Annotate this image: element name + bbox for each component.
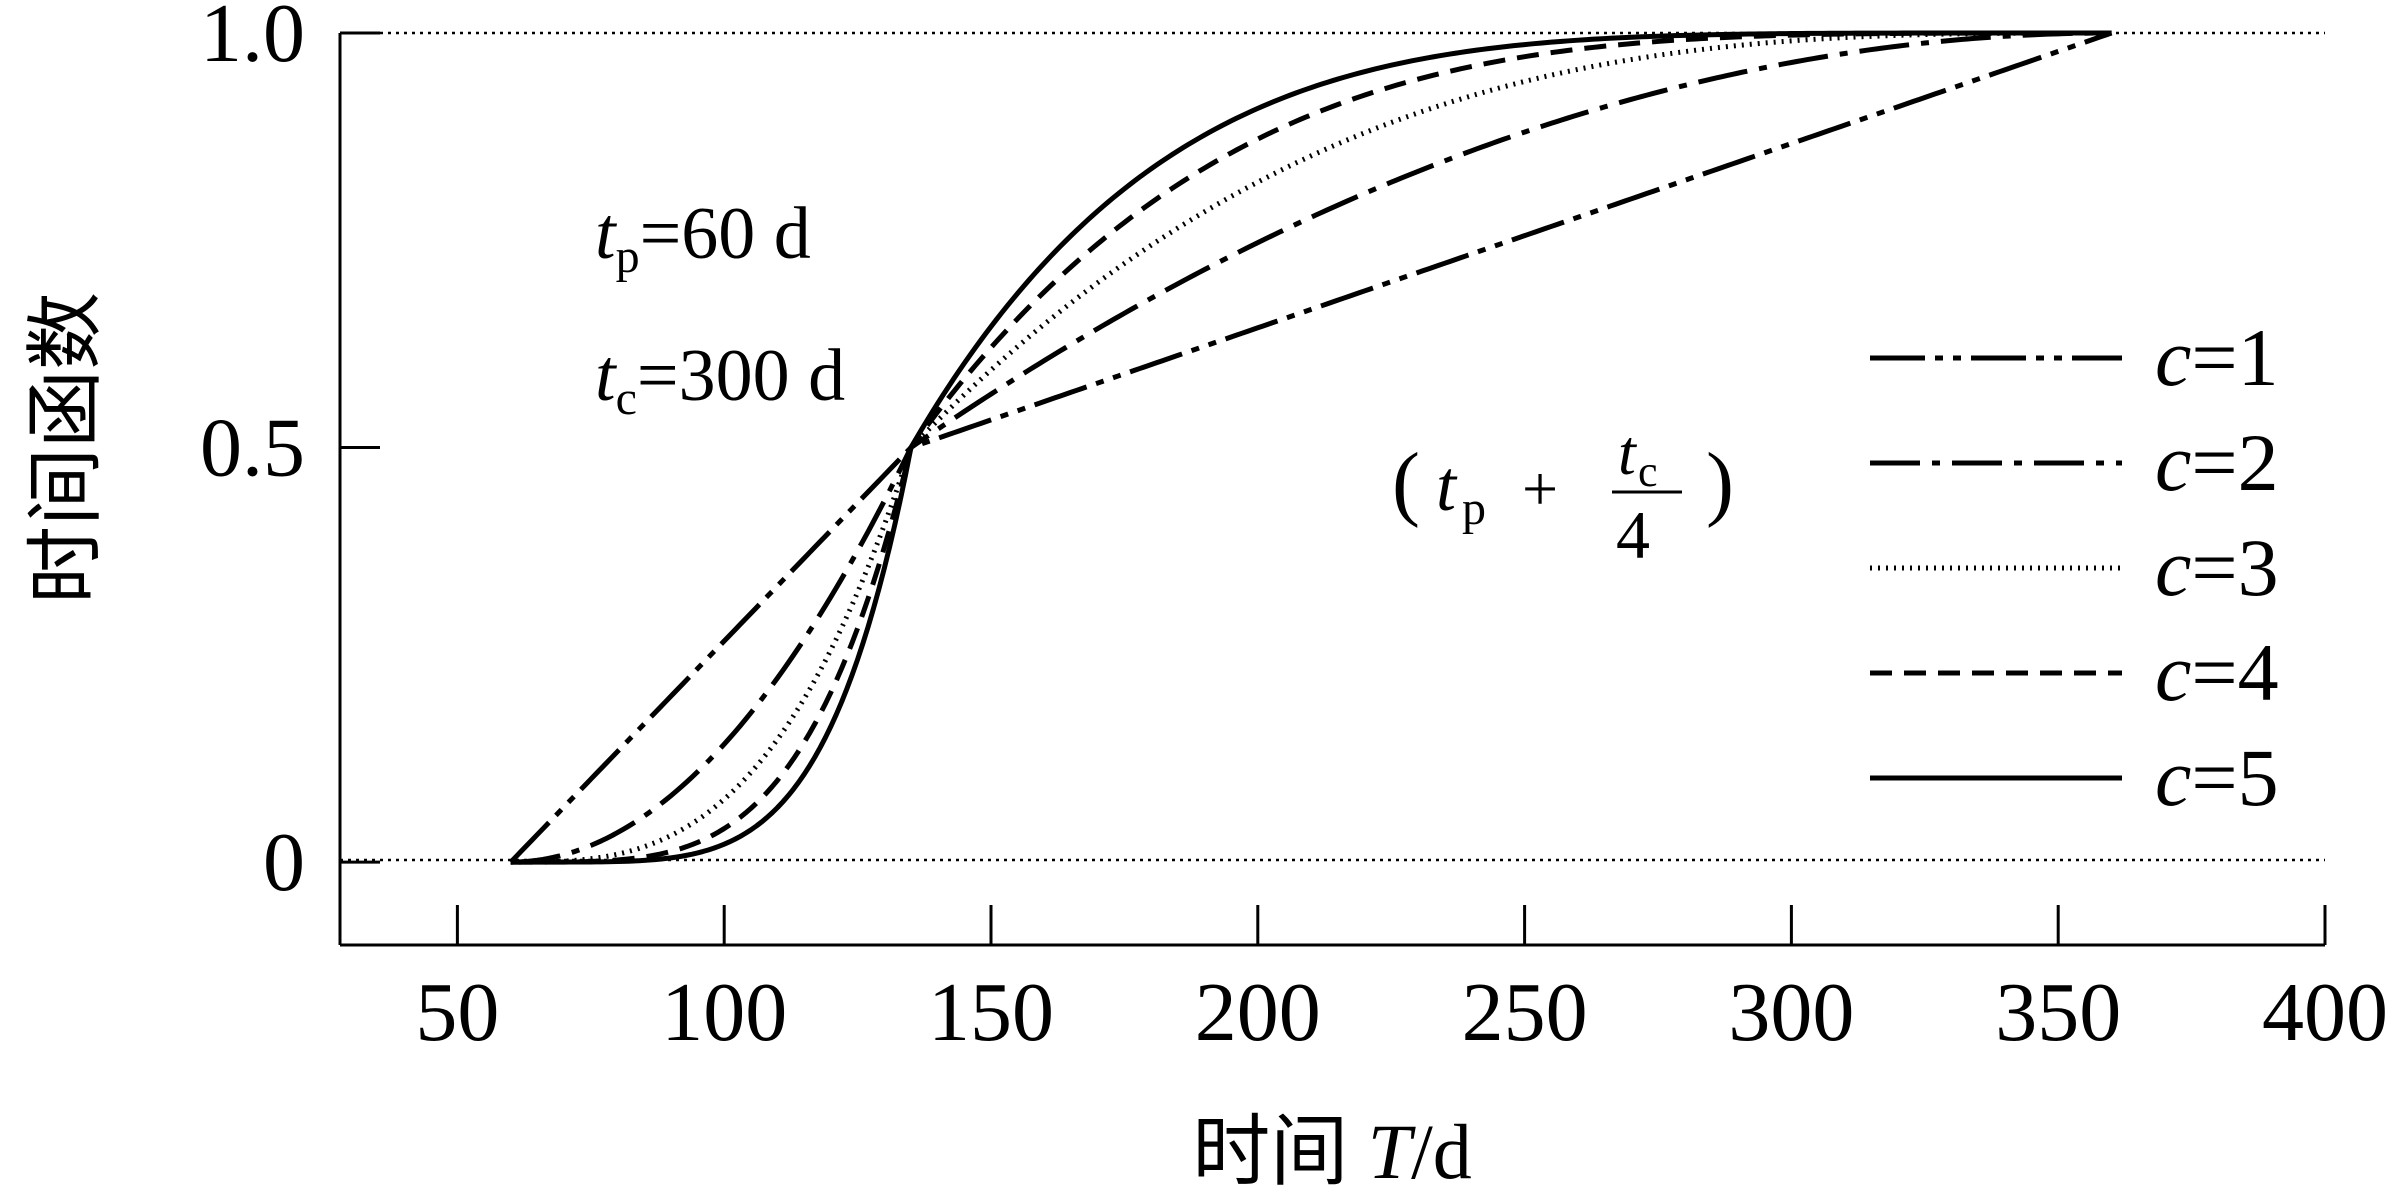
- y-ticks: 0 0.5 1.0: [200, 0, 380, 909]
- series-line: [510, 30, 2112, 865]
- x-tick-label: 350: [1995, 966, 2121, 1059]
- point-plus: +: [1522, 453, 1558, 524]
- x-tick-label: 200: [1195, 966, 1321, 1059]
- x-axis-label: 时间 T/d: [1192, 1108, 1472, 1195]
- paren-close: ): [1706, 436, 1734, 529]
- y-tick-label: 0.5: [200, 402, 305, 495]
- x-ticks: 50 100 150 200 250 300 350 400: [415, 905, 2388, 1059]
- x-tick-label: 400: [2262, 966, 2388, 1059]
- legend-label: c=4: [2155, 627, 2279, 718]
- point-sub-p: p: [1462, 482, 1486, 535]
- series-line: [510, 30, 2112, 865]
- point-den: 4: [1616, 497, 1650, 573]
- series-line: [510, 30, 2112, 865]
- x-tick-label: 150: [928, 966, 1054, 1059]
- y-tick-label: 0: [263, 816, 305, 909]
- legend-label: c=1: [2155, 312, 2279, 403]
- crossing-point-annotation: ( t p + t c 4 ): [1392, 417, 1734, 573]
- x-tick-label: 50: [415, 966, 499, 1059]
- curves: [508, 30, 2113, 865]
- point-t1: t: [1436, 446, 1458, 526]
- legend: c=1 c=2 c=3 c=4 c=5: [1870, 312, 2279, 823]
- x-tick-label: 250: [1462, 966, 1588, 1059]
- y-tick-label: 1.0: [200, 0, 305, 80]
- point-t2: t: [1618, 417, 1638, 488]
- point-sub-c: c: [1638, 447, 1658, 496]
- legend-label: c=5: [2155, 732, 2279, 823]
- series-line: [510, 30, 2112, 865]
- legend-label: c=3: [2155, 522, 2279, 613]
- tc-annotation: tc=300 d: [595, 335, 845, 425]
- paren-open: (: [1392, 436, 1420, 529]
- x-axis-label-var: T: [1368, 1108, 1416, 1195]
- x-tick-label: 300: [1728, 966, 1854, 1059]
- legend-label: c=2: [2155, 417, 2279, 508]
- x-tick-label: 100: [661, 966, 787, 1059]
- x-axis-label-unit: /d: [1411, 1108, 1472, 1195]
- tp-annotation: tp=60 d: [595, 193, 811, 283]
- x-axis-label-prefix: 时间: [1192, 1108, 1348, 1195]
- y-axis-label: 时间函数: [22, 292, 109, 604]
- series-line: [508, 30, 2113, 864]
